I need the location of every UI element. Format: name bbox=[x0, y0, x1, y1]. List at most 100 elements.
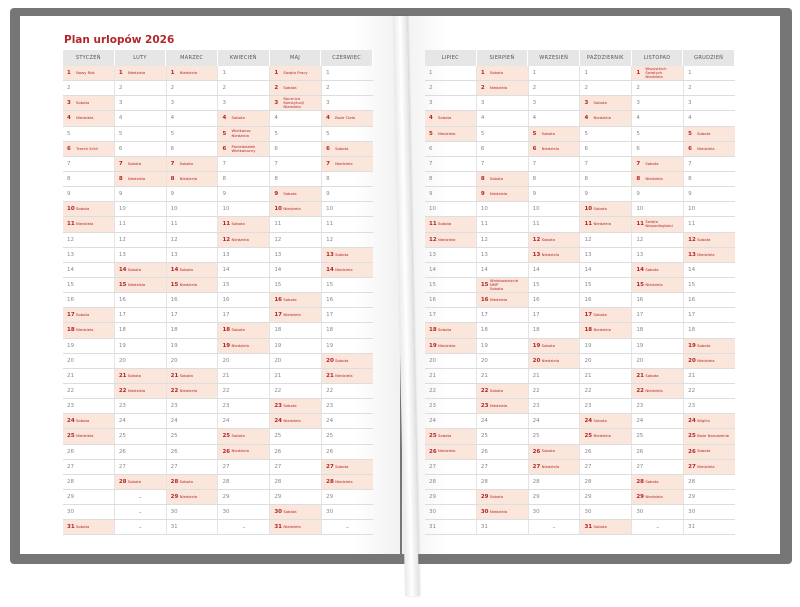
day-cell: 5 bbox=[632, 126, 685, 141]
day-cell: 9 bbox=[322, 187, 373, 201]
day-cell: 4 bbox=[477, 111, 529, 126]
day-cell: 16 bbox=[684, 293, 735, 307]
day-number: 26 bbox=[222, 448, 231, 455]
day-label: Wniebowzięcie NMP Sobota bbox=[489, 277, 519, 292]
day-number: 23 bbox=[118, 403, 126, 410]
day-number: 3 bbox=[67, 100, 71, 107]
day-cell: 1 bbox=[684, 66, 735, 80]
day-label: Niedziela bbox=[697, 463, 715, 469]
day-cell: 5 bbox=[167, 126, 219, 141]
day-number: 26 bbox=[67, 448, 74, 455]
day-cell: 13 bbox=[632, 247, 685, 262]
day-number: 8 bbox=[67, 176, 71, 183]
day-cell: 23 bbox=[115, 399, 167, 414]
day-number: 25 bbox=[584, 433, 593, 440]
day-cell: 15 Niedziela bbox=[166, 277, 219, 293]
day-number: 22 bbox=[118, 388, 127, 395]
day-cell: 22 bbox=[270, 383, 323, 399]
day-number: 12 bbox=[222, 236, 231, 243]
day-number: 6 bbox=[118, 145, 123, 152]
no-day-dash: – bbox=[656, 523, 660, 531]
day-number: 30 bbox=[480, 509, 489, 516]
table-row: 6 6 6 Niedziela 6 6 6 Niedziela bbox=[425, 141, 735, 157]
day-cell: 20 bbox=[425, 353, 477, 368]
day-cell: 15 bbox=[270, 277, 323, 293]
day-cell: 16 bbox=[218, 293, 271, 308]
day-number: 13 bbox=[532, 251, 541, 258]
day-cell: 21 bbox=[477, 368, 529, 383]
day-cell: 3 bbox=[529, 96, 581, 111]
day-label: Sobota bbox=[438, 221, 452, 227]
day-number: 2 bbox=[118, 85, 123, 92]
day-cell: – bbox=[632, 520, 685, 535]
day-label: Wigilia bbox=[697, 418, 710, 424]
day-cell: 2 bbox=[684, 81, 735, 95]
day-cell: 31 Sobota bbox=[580, 520, 633, 535]
day-number: 5 bbox=[532, 130, 537, 137]
day-number: 16 bbox=[274, 297, 282, 304]
day-cell: 19 Sobota bbox=[528, 338, 581, 353]
day-cell: 20 bbox=[580, 353, 633, 368]
table-row: 22 22 Niedziela 22 Niedziela 22 22 22 bbox=[63, 383, 373, 400]
day-label: Sobota bbox=[645, 478, 659, 484]
day-number: 28 bbox=[429, 478, 436, 485]
day-label: Niedziela bbox=[179, 281, 198, 287]
day-number: 27 bbox=[688, 463, 696, 470]
day-number: 19 bbox=[118, 342, 126, 349]
day-cell: 7 bbox=[425, 156, 477, 171]
day-cell: 7 bbox=[529, 156, 581, 171]
day-number: 14 bbox=[532, 266, 540, 273]
day-cell: 5 bbox=[322, 127, 373, 141]
day-cell: 23 bbox=[529, 399, 581, 414]
day-cell: 18 bbox=[322, 323, 373, 337]
day-cell: 7 Sobota bbox=[114, 156, 167, 171]
day-number: 7 bbox=[480, 160, 485, 167]
day-cell: 17 Niedziela bbox=[270, 308, 323, 323]
day-cell: 16 bbox=[63, 293, 115, 308]
day-number: 16 bbox=[67, 297, 74, 304]
day-number: 6 bbox=[636, 145, 640, 152]
day-number: 23 bbox=[480, 403, 489, 410]
table-row: 31 31–31 Sobota –31 bbox=[425, 520, 735, 536]
day-cell: 2 bbox=[63, 81, 115, 96]
day-number: 17 bbox=[688, 312, 696, 319]
table-row: 3 Sobota 3 3 3 3 Rocznica Konstytucji Niedziel… bbox=[63, 96, 373, 112]
day-label: Sobota bbox=[438, 115, 452, 121]
day-label: Niedziela bbox=[335, 266, 353, 272]
day-number: 6 bbox=[274, 145, 278, 152]
day-cell: 20 bbox=[632, 353, 685, 368]
day-cell: 4 bbox=[529, 111, 581, 126]
day-cell: 18 bbox=[270, 323, 323, 338]
day-label: Niedziela bbox=[541, 251, 560, 257]
table-row: 30 30 Niedziela 30 30 30 30 bbox=[425, 505, 735, 521]
day-cell: 17 bbox=[218, 308, 271, 323]
day-number: 28 bbox=[584, 478, 592, 485]
day-number: 21 bbox=[67, 372, 74, 379]
day-number: 7 bbox=[170, 160, 175, 167]
day-cell: 29 Niedziela bbox=[632, 489, 685, 505]
day-number: 3 bbox=[480, 100, 485, 107]
day-number: 13 bbox=[118, 251, 126, 258]
day-cell: 11 Sobota bbox=[425, 217, 477, 232]
month-header: SIERPIEŃ bbox=[477, 50, 529, 66]
day-cell: 11 bbox=[477, 217, 529, 232]
day-number: 5 bbox=[222, 130, 227, 137]
day-cell: 6 bbox=[477, 141, 529, 156]
day-cell: 30 Niedziela bbox=[476, 505, 529, 520]
day-cell: 17 bbox=[115, 308, 167, 323]
table-row: 26 26 26 26 Niedziela 26 26 bbox=[63, 444, 373, 460]
day-cell: 6 bbox=[270, 141, 323, 156]
day-number: 23 bbox=[326, 403, 334, 410]
no-day-dash: – bbox=[552, 523, 556, 531]
day-number: 14 bbox=[222, 266, 230, 273]
day-label: Sobota bbox=[593, 100, 607, 106]
day-number: 6 bbox=[67, 145, 71, 152]
day-number: 2 bbox=[429, 85, 433, 92]
day-cell: 25 Niedziela bbox=[580, 429, 633, 444]
day-number: 8 bbox=[274, 176, 278, 183]
day-cell: 14 bbox=[425, 262, 477, 277]
day-cell: 24 bbox=[425, 414, 477, 429]
day-number: 9 bbox=[222, 191, 226, 198]
day-number: 2 bbox=[274, 85, 279, 92]
day-number: 18 bbox=[429, 327, 437, 334]
